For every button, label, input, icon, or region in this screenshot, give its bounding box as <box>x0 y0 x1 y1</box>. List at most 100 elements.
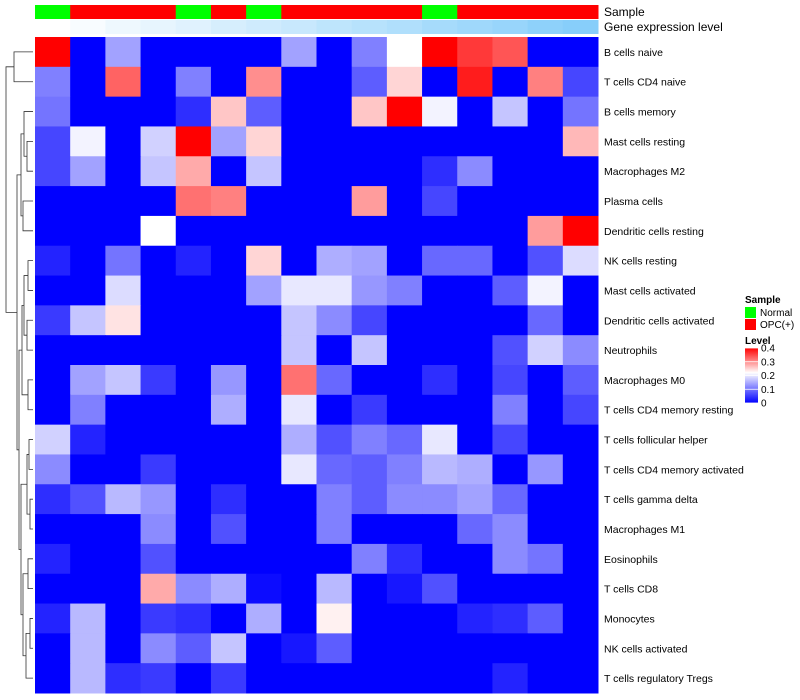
heatmap-cell <box>175 514 212 545</box>
heatmap-cell <box>175 305 212 336</box>
heatmap-cell <box>140 454 177 485</box>
heatmap-cell <box>562 543 599 575</box>
heatmap-cell <box>492 66 529 98</box>
sample-annotation-cell <box>527 5 564 19</box>
heatmap-cell <box>527 96 564 127</box>
heatmap-cell <box>492 484 529 515</box>
heatmap-cell <box>140 37 177 68</box>
heatmap-cell <box>140 424 177 455</box>
heatmap-cell <box>351 603 388 634</box>
heatmap-cell <box>140 126 177 157</box>
heatmap-cell <box>281 633 317 664</box>
heatmap-cell <box>422 603 458 634</box>
heatmap-cell <box>35 156 71 187</box>
annotation-labels: Sample Gene expression level <box>604 5 723 34</box>
heatmap-cell <box>246 365 282 396</box>
gene-level-annotation-cell <box>527 20 564 34</box>
heatmap-cell <box>562 37 599 68</box>
heatmap-cell <box>316 275 353 306</box>
sample-annotation-cell <box>246 5 282 19</box>
heatmap-cell <box>386 66 423 98</box>
heatmap-cell <box>210 424 247 455</box>
heatmap-cell <box>210 573 247 605</box>
heatmap-cell <box>351 543 388 575</box>
heatmap-cell <box>140 365 177 396</box>
heatmap-cell <box>457 543 493 575</box>
heatmap-cell <box>562 663 599 694</box>
heatmap-cell <box>281 543 317 575</box>
heatmap-cell <box>281 245 317 277</box>
sample-annotation-cell <box>140 5 177 19</box>
heatmap-cell <box>140 394 177 426</box>
heatmap-cell <box>492 394 529 426</box>
heatmap-cell <box>70 484 106 515</box>
heatmap-cell <box>422 66 458 98</box>
heatmap-cell <box>351 245 388 277</box>
heatmap-cell <box>492 96 529 127</box>
heatmap-cell <box>140 543 177 575</box>
heatmap-cell <box>246 96 282 127</box>
heatmap-cell <box>351 424 388 455</box>
row-label: Macrophages M0 <box>604 375 685 387</box>
sample-annotation-cell <box>210 5 247 19</box>
heatmap-cell <box>70 514 106 545</box>
heatmap-cell <box>527 215 564 247</box>
dendrogram-branch <box>23 111 33 157</box>
row-label: Macrophages M1 <box>604 524 685 536</box>
heatmap-cell <box>246 215 282 247</box>
heatmap-cell <box>246 484 282 515</box>
heatmap-cell <box>70 633 106 664</box>
heatmap-cell <box>351 633 388 664</box>
heatmap-cell <box>492 514 529 545</box>
heatmap-cell <box>105 245 142 277</box>
heatmap-cell <box>175 365 212 396</box>
heatmap-cell <box>457 275 493 306</box>
heatmap-cell <box>527 663 564 694</box>
heatmap-cell <box>316 215 353 247</box>
heatmap-cell <box>562 424 599 455</box>
sample-annotation-cell <box>562 5 599 19</box>
heatmap-cell <box>210 365 247 396</box>
heatmap-cell <box>527 424 564 455</box>
heatmap-cell <box>210 275 247 306</box>
heatmap-cell <box>527 514 564 545</box>
heatmap-cell <box>246 66 282 98</box>
heatmap-cell <box>386 454 423 485</box>
heatmap-cell <box>422 215 458 247</box>
heatmap-cell <box>422 37 458 68</box>
heatmap-cell <box>35 335 71 366</box>
sample-annotation-cell <box>175 5 212 19</box>
dendrogram-branch <box>25 632 33 679</box>
heatmap-cell <box>35 394 71 426</box>
heatmap-cell <box>316 96 353 127</box>
heatmap-cell <box>351 514 388 545</box>
heatmap-cell <box>457 186 493 217</box>
row-label: B cells naive <box>604 47 663 59</box>
heatmap-cell <box>175 186 212 217</box>
heatmap-cell <box>281 394 317 426</box>
heatmap-cell <box>351 215 388 247</box>
heatmap-cell <box>457 633 493 664</box>
heatmap-cell <box>35 37 71 68</box>
sample-annotation-cell <box>386 5 423 19</box>
heatmap-cell <box>386 573 423 605</box>
sample-annotation-cell <box>351 5 388 19</box>
dendrogram-branch <box>27 260 33 291</box>
heatmap-cell <box>527 335 564 366</box>
heatmap-cell <box>316 454 353 485</box>
heatmap-cell <box>281 663 317 694</box>
heatmap-cell <box>457 663 493 694</box>
level-tick-label: 0 <box>761 399 767 410</box>
heatmap-cell <box>527 365 564 396</box>
heatmap-cell <box>175 633 212 664</box>
dendrogram-branch <box>22 573 28 657</box>
heatmap-cell <box>210 245 247 277</box>
heatmap-cell <box>281 37 317 68</box>
heatmap-cell <box>457 484 493 515</box>
heatmap-cell <box>105 126 142 157</box>
heatmap-cell <box>562 454 599 485</box>
heatmap-cell <box>527 126 564 157</box>
dendrogram-branch <box>13 51 33 83</box>
heatmap-cell <box>246 663 282 694</box>
heatmap-cell <box>210 215 247 247</box>
